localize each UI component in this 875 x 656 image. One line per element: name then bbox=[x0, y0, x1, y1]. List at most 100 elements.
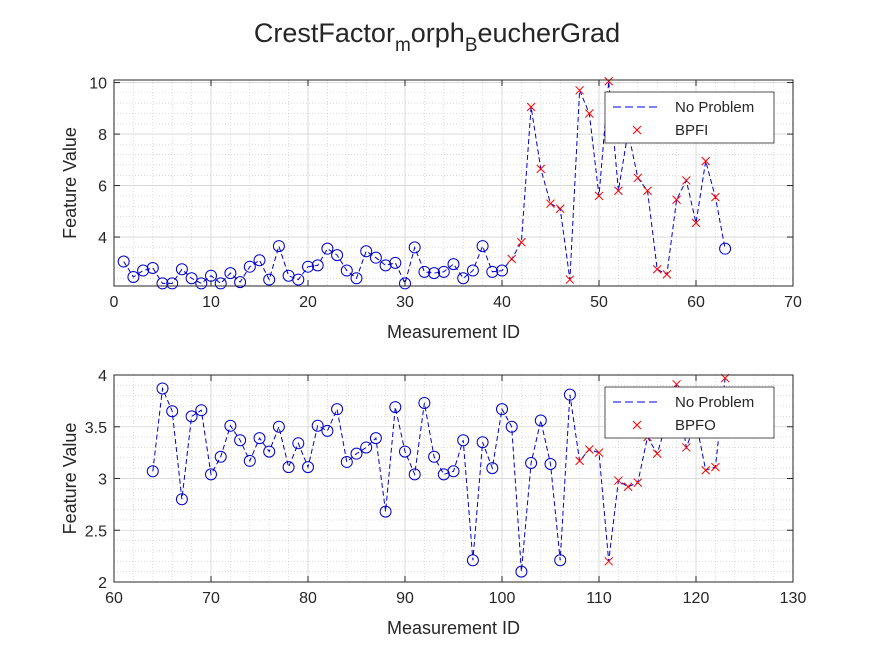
title-part-main-1: CrestFactor bbox=[254, 18, 395, 48]
subplot-2-data-point-x bbox=[623, 482, 633, 492]
subplot-2-legend-x-swatch bbox=[632, 420, 642, 430]
subplot-2-data-point-x bbox=[584, 445, 594, 454]
subplot-2-legend-box bbox=[604, 386, 775, 439]
subplot-2-data-point-circle bbox=[515, 565, 528, 578]
subplot-1-data-point-circle bbox=[719, 242, 732, 255]
subplot-2-y-tick-label: 2.5 bbox=[85, 523, 107, 540]
subplot-2-legend-label: No Problem bbox=[675, 394, 754, 411]
subplot-1-data-point-circle bbox=[321, 242, 334, 255]
subplot-2-data-point-x bbox=[711, 462, 720, 472]
subplot-1-data-point-circle bbox=[214, 277, 227, 290]
subplot-1-data-point-x bbox=[526, 102, 536, 112]
subplot-2-data-point-circle bbox=[399, 445, 411, 458]
subplot-2-data-point-circle bbox=[272, 420, 285, 433]
subplot-1-data-point-circle bbox=[243, 260, 256, 273]
subplot-2-data-point-circle bbox=[282, 461, 295, 474]
subplot-2-data-point-circle bbox=[534, 414, 547, 427]
subplot-2-series-line bbox=[152, 378, 726, 572]
subplot-1-data-point-x bbox=[575, 85, 584, 95]
title-part-subscript-2: B bbox=[465, 35, 478, 56]
subplot-2-data-point-circle bbox=[476, 436, 489, 449]
subplot-2-data-point-circle bbox=[379, 505, 392, 518]
subplot-1-data-point-x bbox=[672, 195, 681, 205]
subplot-2-data-point-circle bbox=[408, 468, 421, 481]
subplot-1-data-point-circle bbox=[428, 267, 441, 280]
subplot-1-legend-x-swatch bbox=[632, 125, 642, 135]
subplot-2-data-point-circle bbox=[340, 455, 353, 468]
subplot-1-data-point-circle bbox=[340, 264, 353, 277]
subplot-2-data-point-circle bbox=[496, 403, 508, 416]
subplot-1-data-point-x bbox=[536, 164, 546, 174]
subplot-2-data-point-circle bbox=[166, 405, 179, 418]
subplot-1-y-tick-label: 8 bbox=[98, 127, 107, 144]
subplot-1-x-tick-label: 10 bbox=[202, 294, 220, 311]
subplot-1-data-point-x bbox=[711, 192, 720, 202]
subplot-1-data-point-circle bbox=[437, 265, 450, 278]
subplot-1-data-point-x bbox=[633, 173, 643, 183]
subplot-2-data-point-circle bbox=[525, 456, 538, 469]
subplot-1-data-point-x bbox=[546, 199, 555, 208]
subplot-2-y-tick-label: 2 bbox=[98, 575, 107, 592]
subplot-1-data-point-x bbox=[701, 156, 711, 166]
subplot-1-data-point-circle bbox=[408, 241, 421, 254]
subplot-2-data-point-circle bbox=[389, 401, 402, 414]
subplot-2-data-point-circle bbox=[457, 434, 470, 447]
subplot-1-data-point-circle bbox=[175, 263, 188, 276]
subplot-1-data-point-circle bbox=[457, 272, 470, 285]
subplot-1-y-tick-label: 4 bbox=[98, 230, 107, 247]
subplot-2-data-point-circle bbox=[544, 458, 557, 471]
subplot-2-data-point-x bbox=[614, 476, 623, 485]
subplot-1-data-point-x bbox=[565, 275, 575, 284]
subplot-1-x-tick-label: 0 bbox=[110, 294, 119, 311]
subplot-1-data-point-circle bbox=[379, 259, 392, 272]
subplot-1-data-point-circle bbox=[224, 267, 237, 280]
subplot-1-no-problem-markers bbox=[117, 240, 732, 290]
subplot-top: 0 10 20 30 40 50 60 70 4 6 8 10 Measurement ID Featur… bbox=[60, 76, 802, 342]
subplot-2-x-tick-label: 90 bbox=[396, 590, 414, 607]
subplot-2-data-point-circle bbox=[253, 432, 266, 445]
subplot-1-y-tick-label: 10 bbox=[89, 76, 107, 93]
subplot-1-data-point-circle bbox=[350, 272, 363, 285]
subplot-1-data-point-circle bbox=[234, 276, 247, 289]
subplot-1-data-point-circle bbox=[302, 260, 314, 273]
subplot-2-data-point-circle bbox=[505, 420, 518, 433]
subplot-1-legend: No Problem BPFI bbox=[604, 91, 775, 144]
subplot-1-data-point-circle bbox=[117, 255, 130, 268]
subplot-1-data-point-circle bbox=[127, 270, 140, 283]
subplot-2-data-point-x bbox=[701, 465, 711, 475]
subplot-1-data-point-x bbox=[614, 186, 623, 196]
subplot-2-x-tick-label: 100 bbox=[489, 590, 516, 607]
subplot-2-data-point-circle bbox=[331, 403, 344, 416]
subplot-2-y-tick-label: 3 bbox=[98, 472, 107, 489]
subplot-1-x-tick-label: 40 bbox=[493, 294, 511, 311]
subplot-2-data-point-circle bbox=[360, 441, 373, 454]
subplot-1-data-point-circle bbox=[331, 249, 344, 262]
title-part-main-3: eucherGrad bbox=[478, 18, 621, 48]
subplot-1-data-point-x bbox=[584, 109, 594, 118]
subplot-1-data-point-circle bbox=[399, 277, 411, 290]
subplot-1-data-point-circle bbox=[146, 261, 159, 274]
subplot-2-data-point-circle bbox=[175, 493, 188, 506]
subplot-2-x-tick-label: 130 bbox=[780, 590, 807, 607]
subplot-1-data-point-circle bbox=[418, 265, 431, 278]
subplot-1-data-point-circle bbox=[486, 265, 499, 278]
subplot-2-data-point-circle bbox=[563, 388, 576, 401]
subplot-2-data-point-circle bbox=[146, 465, 159, 478]
subplot-1-data-point-x bbox=[594, 191, 604, 201]
subplot-2-data-point-circle bbox=[243, 454, 256, 467]
subplot-1-series-line bbox=[123, 81, 726, 285]
subplot-2-data-point-circle bbox=[263, 445, 276, 458]
subplot-2-data-point-circle bbox=[234, 434, 247, 447]
subplot-2-no-problem-markers bbox=[146, 382, 576, 578]
subplot-1-data-point-circle bbox=[253, 254, 266, 267]
subplot-1-data-point-x bbox=[691, 218, 701, 228]
subplot-2-data-point-circle bbox=[554, 554, 567, 567]
subplot-1-y-tick-label: 6 bbox=[98, 179, 107, 196]
subplot-1-x-tick-label: 60 bbox=[687, 294, 705, 311]
subplot-1-legend-label: No Problem bbox=[675, 99, 754, 116]
subplot-2-data-point-circle bbox=[224, 419, 237, 432]
subplot-2-data-point-circle bbox=[195, 404, 208, 417]
subplot-2-data-point-x bbox=[681, 443, 691, 452]
subplot-1-data-point-circle bbox=[185, 272, 198, 285]
subplot-2-data-point-x bbox=[594, 448, 604, 457]
